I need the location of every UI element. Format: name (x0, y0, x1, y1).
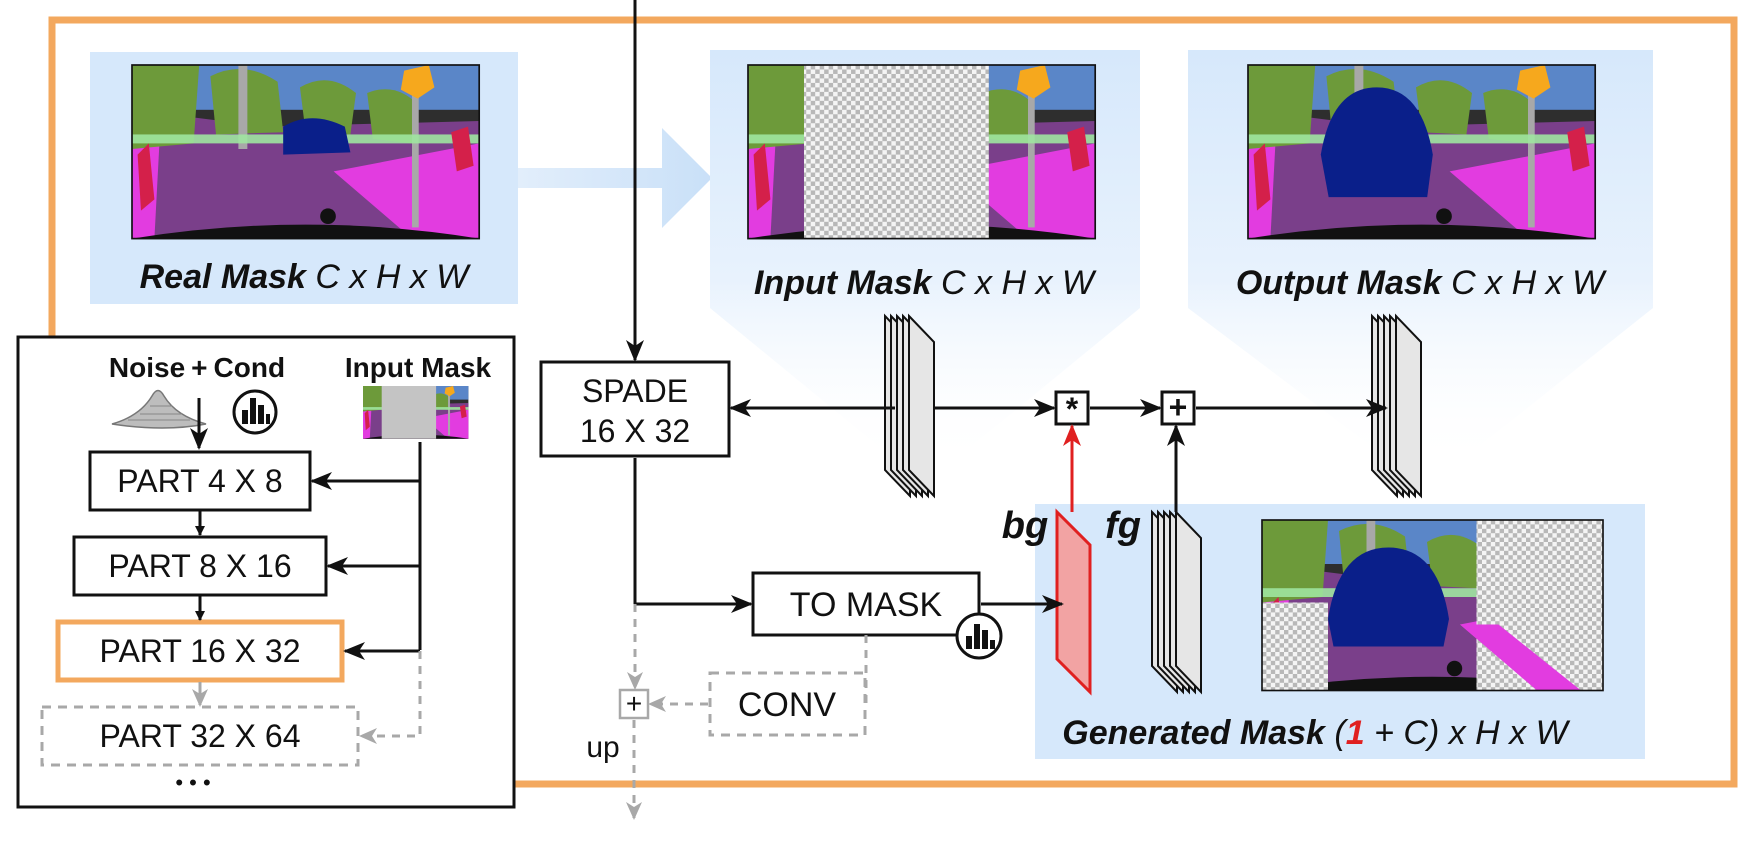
inset-cond-label: Cond (214, 352, 286, 383)
add-symbol: + (1169, 389, 1188, 425)
add-small-symbol: + (626, 688, 642, 719)
add-operator-small: + (618, 688, 650, 720)
inset-part-label-2: PART 8 X 16 (108, 548, 291, 584)
connections (626, 0, 1388, 820)
inset-noise-cond-label: Noise + Cond (109, 352, 285, 383)
inset-part-block-2: PART 8 X 16 (72, 535, 328, 597)
input-mask-panel: Input Mask C x H x W (710, 50, 1140, 468)
inset-cond-histogram-icon (232, 389, 278, 435)
up-label: up (586, 731, 619, 764)
generated-mask-dims-close: + C) x H x W (1365, 714, 1571, 752)
inset-input-mask-thumbnail (363, 386, 469, 439)
input-mask-caption: Input Mask C x H x W (754, 264, 1097, 302)
noise-gaussian-icon (111, 389, 207, 429)
spade-label-line1: SPADE (582, 373, 688, 409)
add-operator: + (1160, 389, 1196, 426)
fg-label: fg (1105, 505, 1141, 547)
spade-to-mask-arrow (633, 458, 753, 613)
inset-input-mask-label: Input Mask (345, 352, 492, 383)
inset-part-label-4: PART 32 X 64 (99, 718, 300, 754)
bg-feature-map (1055, 508, 1092, 696)
generated-mask-dims-open: ( (1325, 714, 1349, 752)
inset-part-label-3: PART 16 X 32 (99, 633, 300, 669)
to-mask-block: TO MASK (751, 571, 981, 637)
generated-mask-caption: Generated Mask (1 + C) x H x W (1062, 714, 1570, 752)
output-mask-panel: Output Mask C x H x W (1188, 50, 1653, 468)
spade-block: SPADE 16 X 32 (539, 360, 731, 458)
inset-part-block-1: PART 4 X 8 (88, 450, 312, 512)
output-mask-title: Output Mask (1236, 264, 1444, 302)
conv-block: CONV (708, 671, 867, 737)
inset-mask-to-part4 (359, 651, 422, 744)
spade-label-line2: 16 X 32 (580, 413, 690, 449)
generated-mask-panel: Generated Mask (1 + C) x H x W (1035, 504, 1645, 759)
output-mask-dims: C x H x W (1442, 264, 1607, 302)
inset-part-block-3: PART 16 X 32 (55, 619, 345, 683)
generated-mask-dims-one: 1 (1346, 714, 1365, 752)
real-mask-panel: Real Mask C x H x W (90, 52, 712, 304)
generated-mask-image (1261, 519, 1604, 692)
input-feature-stack (884, 313, 935, 499)
inset-plus-label: + (191, 352, 207, 383)
inset-ellipsis: • • • (175, 770, 210, 795)
fg-feature-stack (1151, 509, 1202, 695)
inset-noise-label: Noise (109, 352, 185, 383)
inset-part-block-4: PART 32 X 64 (40, 705, 360, 767)
multiply-symbol: * (1066, 391, 1079, 427)
generator-inset: Noise + Cond Input Mask PART 4 X 8 P (16, 335, 516, 809)
output-mask-image (1247, 64, 1597, 240)
conv-label: CONV (738, 686, 837, 724)
multiply-operator: * (1054, 390, 1090, 427)
bg-label: bg (1002, 505, 1048, 547)
output-feature-stack (1371, 313, 1422, 499)
input-mask-image (747, 64, 1097, 240)
real-mask-image (131, 64, 481, 240)
input-mask-title: Input Mask (754, 264, 934, 302)
cond-histogram-icon (955, 612, 1003, 660)
input-mask-dims: C x H x W (932, 264, 1097, 302)
real-mask-title: Real Mask (140, 258, 308, 296)
real-mask-caption: Real Mask C x H x W (140, 258, 472, 296)
real-mask-dims: C x H x W (306, 258, 471, 296)
generated-mask-title: Generated Mask (1062, 714, 1327, 752)
output-mask-caption: Output Mask C x H x W (1236, 264, 1607, 302)
inset-part-label-1: PART 4 X 8 (117, 463, 282, 499)
to-mask-label: TO MASK (790, 586, 943, 624)
transfer-arrow (518, 128, 712, 228)
